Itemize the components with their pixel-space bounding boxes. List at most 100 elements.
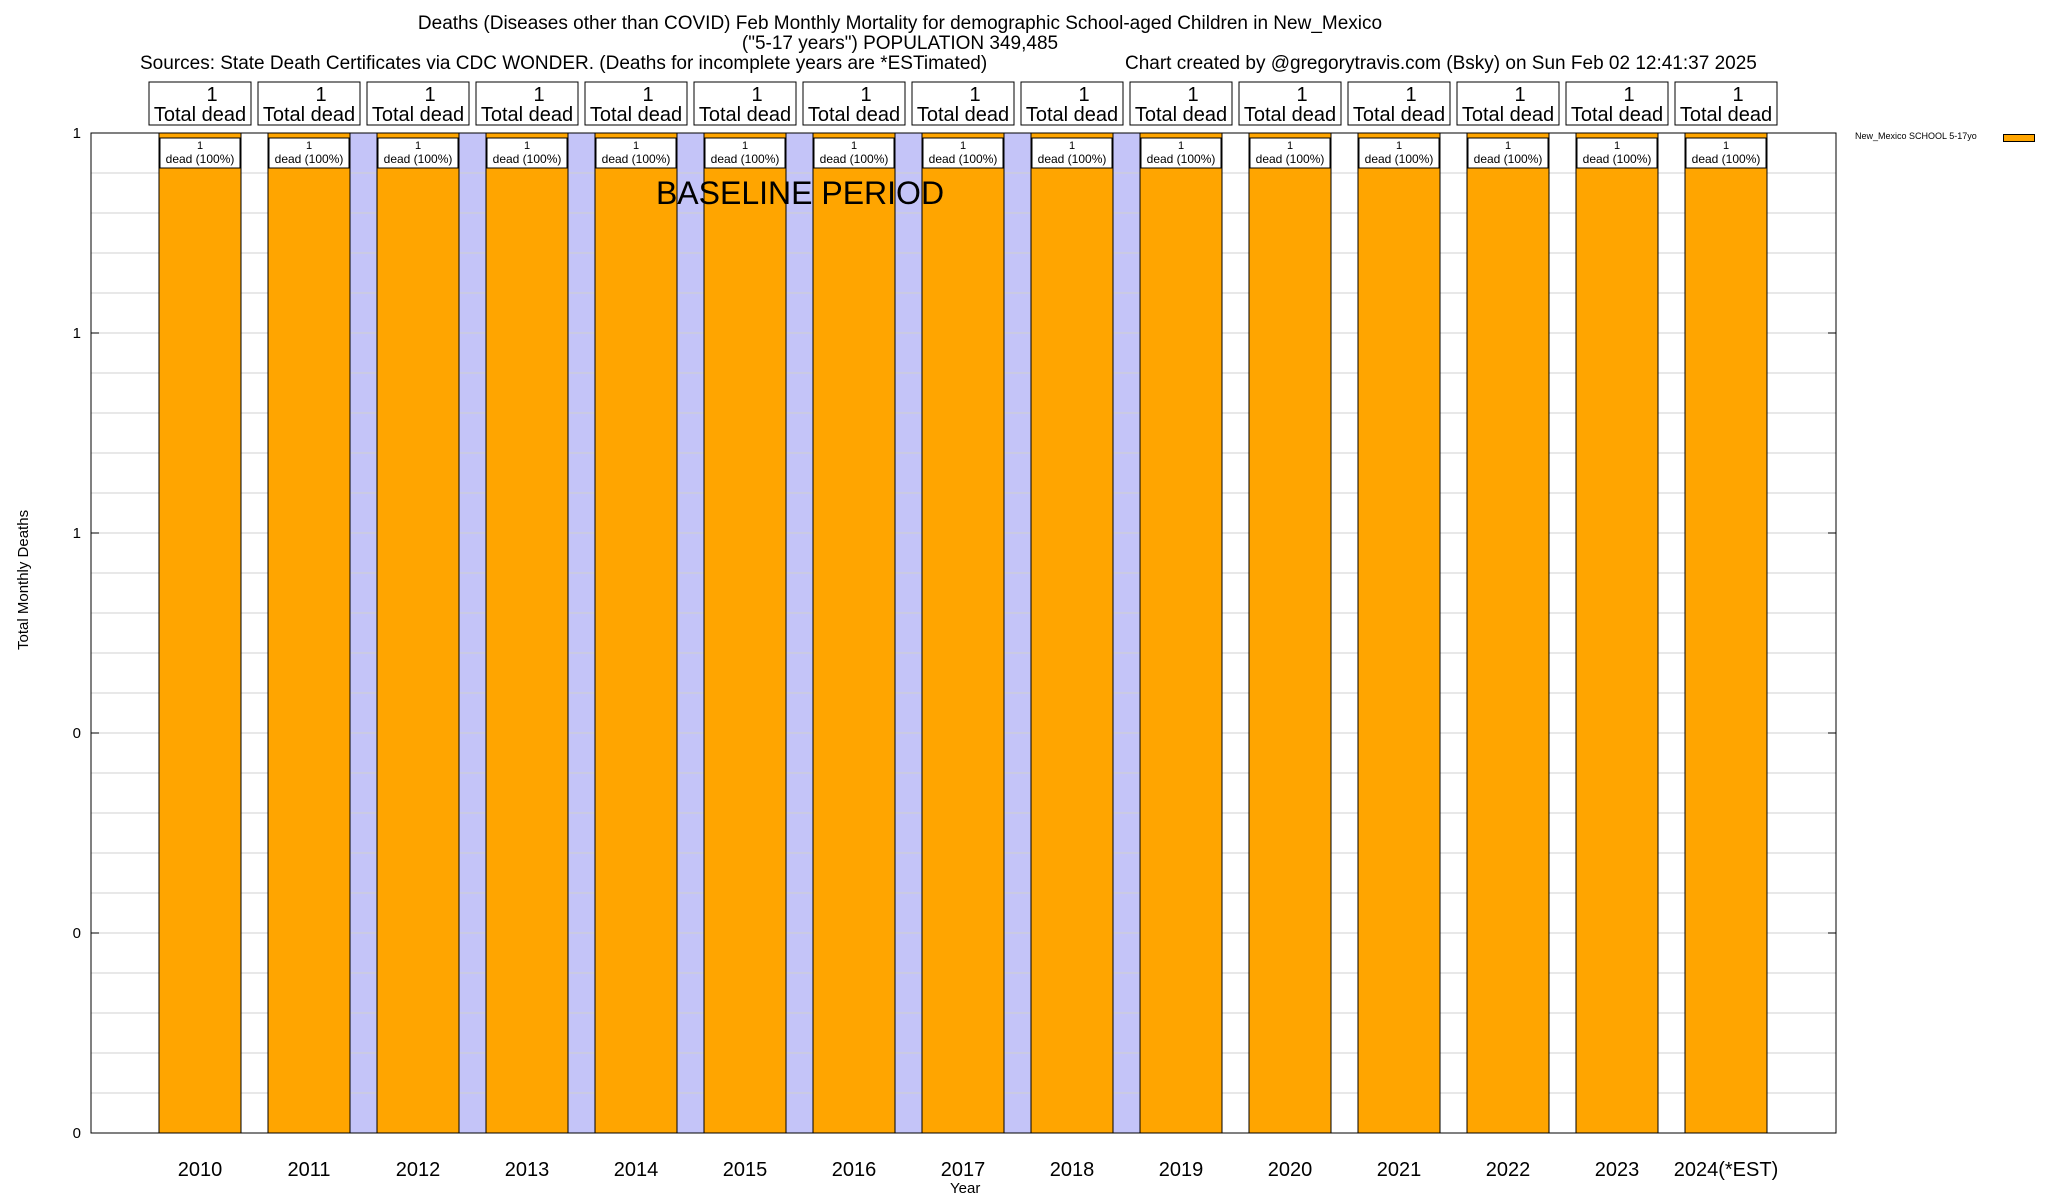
- x-axis-label: Year: [950, 1180, 981, 1197]
- total-dead-value: 1: [1078, 84, 1089, 106]
- total-dead-label: Total dead: [917, 104, 1009, 126]
- x-tick-label: 2020: [1268, 1159, 1313, 1181]
- total-dead-box: [148, 81, 252, 126]
- x-tick-label: 2019: [1159, 1159, 1204, 1181]
- bar-label-box: [922, 137, 1004, 169]
- legend-label: New_Mexico SCHOOL 5-17yo: [1855, 131, 1977, 141]
- bar-label-box: [1358, 137, 1440, 169]
- bar: [1684, 132, 1768, 1134]
- total-dead-label: Total dead: [1135, 104, 1227, 126]
- bar-label-value: 1: [633, 140, 639, 152]
- y-axis-label: Total Monthly Deaths: [15, 509, 32, 650]
- total-dead-label: Total dead: [1244, 104, 1336, 126]
- total-dead-box: [1238, 81, 1342, 126]
- bar-label-box: [595, 137, 677, 169]
- total-dead-box: [257, 81, 361, 126]
- x-tick-label: 2017: [941, 1159, 986, 1181]
- bar-label-value: 1: [742, 140, 748, 152]
- total-dead-value: 1: [1405, 84, 1416, 106]
- total-dead-label: Total dead: [154, 104, 246, 126]
- chart-credit: Chart created by @gregorytravis.com (Bsk…: [1125, 53, 1757, 74]
- bar-label-text: dead (100%): [1583, 152, 1652, 166]
- total-dead-box: [1347, 81, 1451, 126]
- bar: [485, 132, 569, 1134]
- bar-label-value: 1: [1178, 140, 1184, 152]
- bar: [1357, 132, 1441, 1134]
- bar-label-text: dead (100%): [1256, 152, 1325, 166]
- bar-label-value: 1: [197, 140, 203, 152]
- total-dead-value: 1: [206, 84, 217, 106]
- total-dead-value: 1: [424, 84, 435, 106]
- total-dead-value: 1: [1187, 84, 1198, 106]
- bar-label-text: dead (100%): [1365, 152, 1434, 166]
- bar: [1248, 132, 1332, 1134]
- bar: [1575, 132, 1659, 1134]
- chart-subtitle: ("5-17 years") POPULATION 349,485: [741, 33, 1059, 54]
- bar-label-box: [1031, 137, 1113, 169]
- bar-label-box: [1576, 137, 1658, 169]
- total-dead-box: [1456, 81, 1560, 126]
- bar: [594, 132, 678, 1134]
- total-dead-box: [1565, 81, 1669, 126]
- bar-label-text: dead (100%): [929, 152, 998, 166]
- chart-sources: Sources: State Death Certificates via CD…: [140, 53, 988, 74]
- total-dead-value: 1: [751, 84, 762, 106]
- total-dead-label: Total dead: [1680, 104, 1772, 126]
- bar: [1466, 132, 1550, 1134]
- total-dead-box: [1129, 81, 1233, 126]
- bar-label-box: [486, 137, 568, 169]
- bar-label-value: 1: [415, 140, 421, 152]
- bar-label-text: dead (100%): [166, 152, 235, 166]
- total-dead-label: Total dead: [372, 104, 464, 126]
- x-tick-label: 2014: [614, 1159, 659, 1181]
- bar-label-box: [377, 137, 459, 169]
- total-dead-box: [475, 81, 579, 126]
- total-dead-value: 1: [860, 84, 871, 106]
- bar-label-value: 1: [1614, 140, 1620, 152]
- bar-label-value: 1: [960, 140, 966, 152]
- bar-label-box: [1685, 137, 1767, 169]
- bar: [158, 132, 242, 1134]
- total-dead-value: 1: [1623, 84, 1634, 106]
- bar-label-value: 1: [524, 140, 530, 152]
- bar: [921, 132, 1005, 1134]
- total-dead-value: 1: [533, 84, 544, 106]
- bar-label-value: 1: [1505, 140, 1511, 152]
- total-dead-label: Total dead: [263, 104, 355, 126]
- total-dead-label: Total dead: [590, 104, 682, 126]
- x-tick-label: 2015: [723, 1159, 768, 1181]
- x-tick-label: 2010: [178, 1159, 223, 1181]
- y-tick-label: 1: [73, 125, 81, 142]
- total-dead-value: 1: [642, 84, 653, 106]
- y-tick-label: 1: [73, 525, 81, 542]
- total-dead-value: 1: [969, 84, 980, 106]
- bar-label-box: [1249, 137, 1331, 169]
- total-dead-box: [693, 81, 797, 126]
- x-tick-label: 2013: [505, 1159, 550, 1181]
- x-tick-label: 2016: [832, 1159, 877, 1181]
- x-tick-label: 2024(*EST): [1674, 1159, 1779, 1181]
- bar-label-value: 1: [1396, 140, 1402, 152]
- bar-label-value: 1: [306, 140, 312, 152]
- total-dead-box: [911, 81, 1015, 126]
- bar-label-text: dead (100%): [1692, 152, 1761, 166]
- bar-label-box: [1467, 137, 1549, 169]
- x-tick-label: 2012: [396, 1159, 441, 1181]
- total-dead-value: 1: [1296, 84, 1307, 106]
- x-tick-label: 2022: [1486, 1159, 1531, 1181]
- bar-label-text: dead (100%): [602, 152, 671, 166]
- total-dead-box: [366, 81, 470, 126]
- bar-label-text: dead (100%): [384, 152, 453, 166]
- bar: [376, 132, 460, 1134]
- plot-frame: [90, 132, 1837, 1134]
- bar-label-box: [159, 137, 241, 169]
- y-tick-label: 1: [73, 325, 81, 342]
- total-dead-box: [802, 81, 906, 126]
- bar: [1139, 132, 1223, 1134]
- bar-label-value: 1: [1287, 140, 1293, 152]
- total-dead-label: Total dead: [1026, 104, 1118, 126]
- y-tick-label: 0: [73, 925, 81, 942]
- bar-label-value: 1: [1723, 140, 1729, 152]
- total-dead-value: 1: [1732, 84, 1743, 106]
